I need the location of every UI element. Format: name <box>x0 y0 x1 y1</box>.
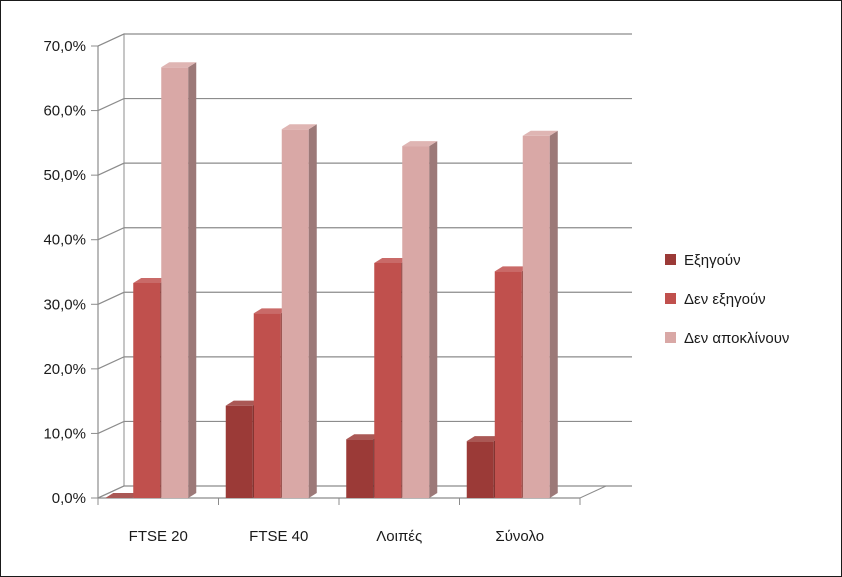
gridline <box>97 291 632 305</box>
y-tick-label: 0,0% <box>52 490 86 507</box>
bar-side <box>549 130 558 499</box>
x-tick-label: Λοιπές <box>376 528 422 545</box>
bar-front <box>225 405 253 498</box>
bar-top <box>402 141 438 147</box>
bar-front <box>161 67 189 499</box>
bar-top <box>253 308 289 314</box>
bar-top <box>466 436 502 442</box>
gridline <box>97 420 632 434</box>
bar-top <box>374 257 410 263</box>
legend-swatch <box>665 332 676 343</box>
bar-top <box>281 124 317 130</box>
bar-front <box>522 135 550 499</box>
bar-top <box>133 277 169 283</box>
bar-front <box>281 129 309 498</box>
bar-front <box>494 271 522 498</box>
gridline <box>97 97 632 112</box>
x-tick-label: FTSE 20 <box>129 528 188 545</box>
bar-front <box>466 441 494 498</box>
bar-side <box>308 124 317 498</box>
y-tick-label: 70,0% <box>43 38 86 55</box>
legend-label: Εξηγούν <box>684 252 741 269</box>
bar-front <box>253 313 281 498</box>
bar-front <box>402 146 430 499</box>
legend-swatch <box>665 293 676 304</box>
bar-side <box>188 62 197 499</box>
bar-top <box>225 400 261 406</box>
bar <box>161 62 197 499</box>
bar-top <box>346 434 382 440</box>
bar <box>522 130 558 499</box>
bar-top <box>105 493 141 498</box>
bar-side <box>429 141 438 499</box>
bar-top <box>161 62 197 68</box>
x-axis-ticks: FTSE 20 FTSE 40 Λοιπές Σύνολο <box>97 498 581 545</box>
y-tick-label: 50,0% <box>43 167 86 184</box>
side-wall <box>97 33 125 499</box>
legend-swatch <box>665 254 676 265</box>
gridline <box>97 227 632 241</box>
y-axis-ticks: 0,0% 10,0% 20,0% 30,0% 40,0% 50,0% 60,0% 70,0% <box>43 38 86 507</box>
x-tick-label: FTSE 40 <box>249 528 308 545</box>
bar-top <box>494 266 530 272</box>
gridline <box>97 485 632 499</box>
y-tick-label: 60,0% <box>43 103 86 120</box>
y-tick-label: 20,0% <box>43 361 86 378</box>
bars <box>105 62 558 499</box>
legend-label: Δεν εξηγούν <box>684 291 766 308</box>
gridline <box>97 356 632 370</box>
bar <box>105 493 141 498</box>
bar-front <box>374 262 402 498</box>
legend: Εξηγούν Δεν εξηγούν Δεν αποκλίνουν <box>665 252 789 347</box>
x-tick-label: Σύνολο <box>495 528 544 545</box>
legend-label: Δεν αποκλίνουν <box>684 330 789 347</box>
y-tick-label: 40,0% <box>43 232 86 249</box>
bar-front <box>346 439 374 498</box>
bar-front <box>133 282 161 498</box>
bar <box>281 124 317 498</box>
gridline <box>97 162 632 176</box>
bar-top <box>522 130 558 136</box>
gridline <box>97 33 632 47</box>
y-tick-label: 30,0% <box>43 296 86 313</box>
y-tick-label: 10,0% <box>43 425 86 442</box>
bar <box>402 141 438 499</box>
